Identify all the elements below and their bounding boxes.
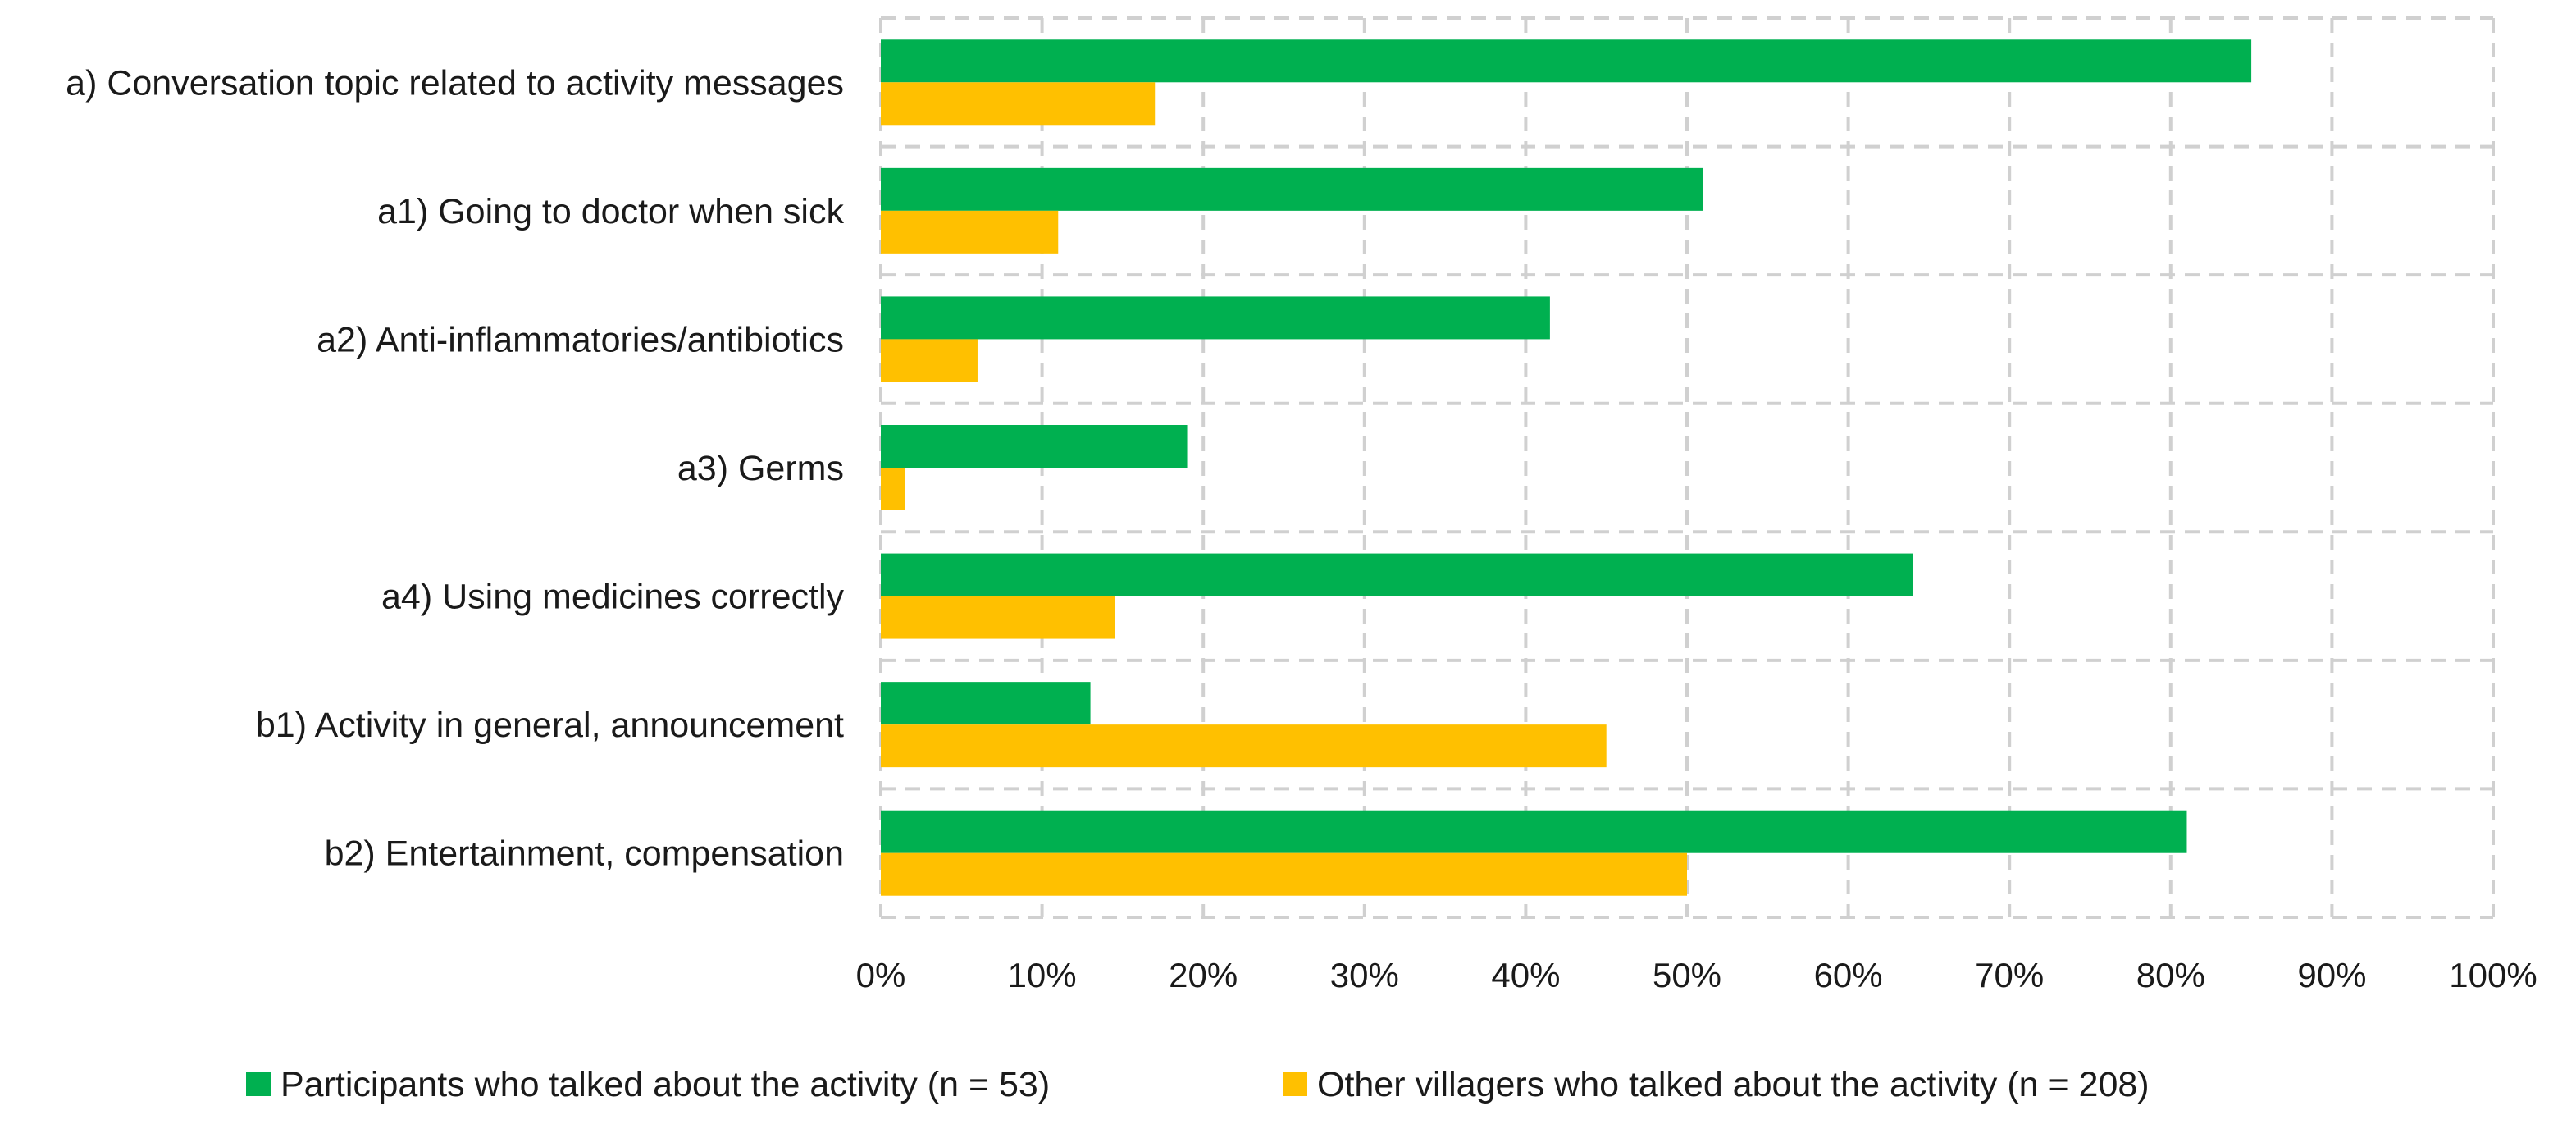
category-label: b1) Activity in general, announcement [256, 706, 844, 745]
category-label: a1) Going to doctor when sick [377, 192, 844, 231]
x-tick-label: 30% [1330, 956, 1399, 994]
x-tick-label: 70% [1975, 956, 2044, 994]
bar-participants [881, 167, 1703, 211]
x-tick-label: 0% [856, 956, 906, 994]
x-tick-label: 100% [2449, 956, 2537, 994]
bar-participants [881, 810, 2187, 853]
category-label: a3) Germs [677, 449, 844, 488]
category-label: a) Conversation topic related to activit… [66, 63, 844, 103]
grid-layer [879, 16, 2495, 919]
bar-other-villagers [881, 82, 1156, 126]
x-tick-label: 90% [2297, 956, 2366, 994]
x-tick-label: 60% [1814, 956, 1883, 994]
x-axis-tick-labels: 0% 10% 20% 30% 40% 50% 60% 70% 80% 90% 1… [856, 956, 2537, 994]
bar-other-villagers [881, 724, 1607, 768]
legend: Participants who talked about the activi… [246, 1065, 2150, 1104]
legend-label-participants: Participants who talked about the activi… [280, 1065, 1050, 1104]
bar-participants [881, 682, 1091, 725]
bar-participants [881, 296, 1550, 340]
x-tick-label: 40% [1491, 956, 1560, 994]
bar-other-villagers [881, 210, 1059, 254]
category-labels: a) Conversation topic related to activit… [66, 63, 844, 873]
bar-participants [881, 425, 1188, 468]
legend-swatch-participants [246, 1072, 271, 1096]
legend-label-other-villagers: Other villagers who talked about the act… [1317, 1065, 2150, 1104]
bar-other-villagers [881, 339, 978, 382]
x-tick-label: 10% [1008, 956, 1077, 994]
category-label: b2) Entertainment, compensation [325, 834, 844, 874]
x-tick-label: 20% [1169, 956, 1238, 994]
bar-other-villagers [881, 852, 1687, 896]
category-label: a4) Using medicines correctly [381, 578, 844, 617]
bar-participants [881, 553, 1913, 596]
bar-other-villagers [881, 468, 905, 510]
bar-other-villagers [881, 596, 1115, 639]
x-tick-label: 80% [2136, 956, 2205, 994]
legend-swatch-other-villagers [1283, 1072, 1307, 1096]
category-label: a2) Anti-inflammatories/antibiotics [317, 320, 844, 359]
x-tick-label: 50% [1653, 956, 1721, 994]
bar-participants [881, 39, 2252, 83]
bars-layer [881, 39, 2252, 896]
